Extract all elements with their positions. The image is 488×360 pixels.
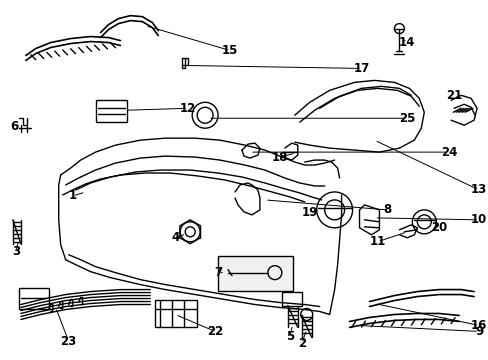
Text: 9: 9 xyxy=(474,325,482,338)
FancyBboxPatch shape xyxy=(95,100,127,122)
Text: 13: 13 xyxy=(470,184,486,197)
Text: 23: 23 xyxy=(61,335,77,348)
Text: 24: 24 xyxy=(440,145,456,159)
Text: 25: 25 xyxy=(398,112,415,125)
Text: 5: 5 xyxy=(285,330,293,343)
Text: 7: 7 xyxy=(214,266,222,279)
Text: 20: 20 xyxy=(430,221,447,234)
Text: 3: 3 xyxy=(12,245,20,258)
FancyBboxPatch shape xyxy=(155,300,197,328)
Text: 4: 4 xyxy=(171,231,179,244)
Text: 18: 18 xyxy=(271,150,287,163)
Text: 14: 14 xyxy=(398,36,415,49)
Text: 19: 19 xyxy=(301,206,317,219)
FancyBboxPatch shape xyxy=(218,256,292,291)
Text: 10: 10 xyxy=(470,213,486,226)
Text: 12: 12 xyxy=(180,102,196,115)
Text: 6: 6 xyxy=(11,120,19,133)
Text: 17: 17 xyxy=(353,62,369,75)
Text: 21: 21 xyxy=(445,89,461,102)
Text: 8: 8 xyxy=(383,203,391,216)
Text: 15: 15 xyxy=(222,44,238,57)
FancyBboxPatch shape xyxy=(281,292,301,306)
Text: 1: 1 xyxy=(68,189,77,202)
Text: 2: 2 xyxy=(297,337,305,350)
FancyBboxPatch shape xyxy=(19,288,49,310)
Text: 16: 16 xyxy=(470,319,486,332)
Text: 22: 22 xyxy=(206,325,223,338)
Text: 11: 11 xyxy=(368,235,385,248)
